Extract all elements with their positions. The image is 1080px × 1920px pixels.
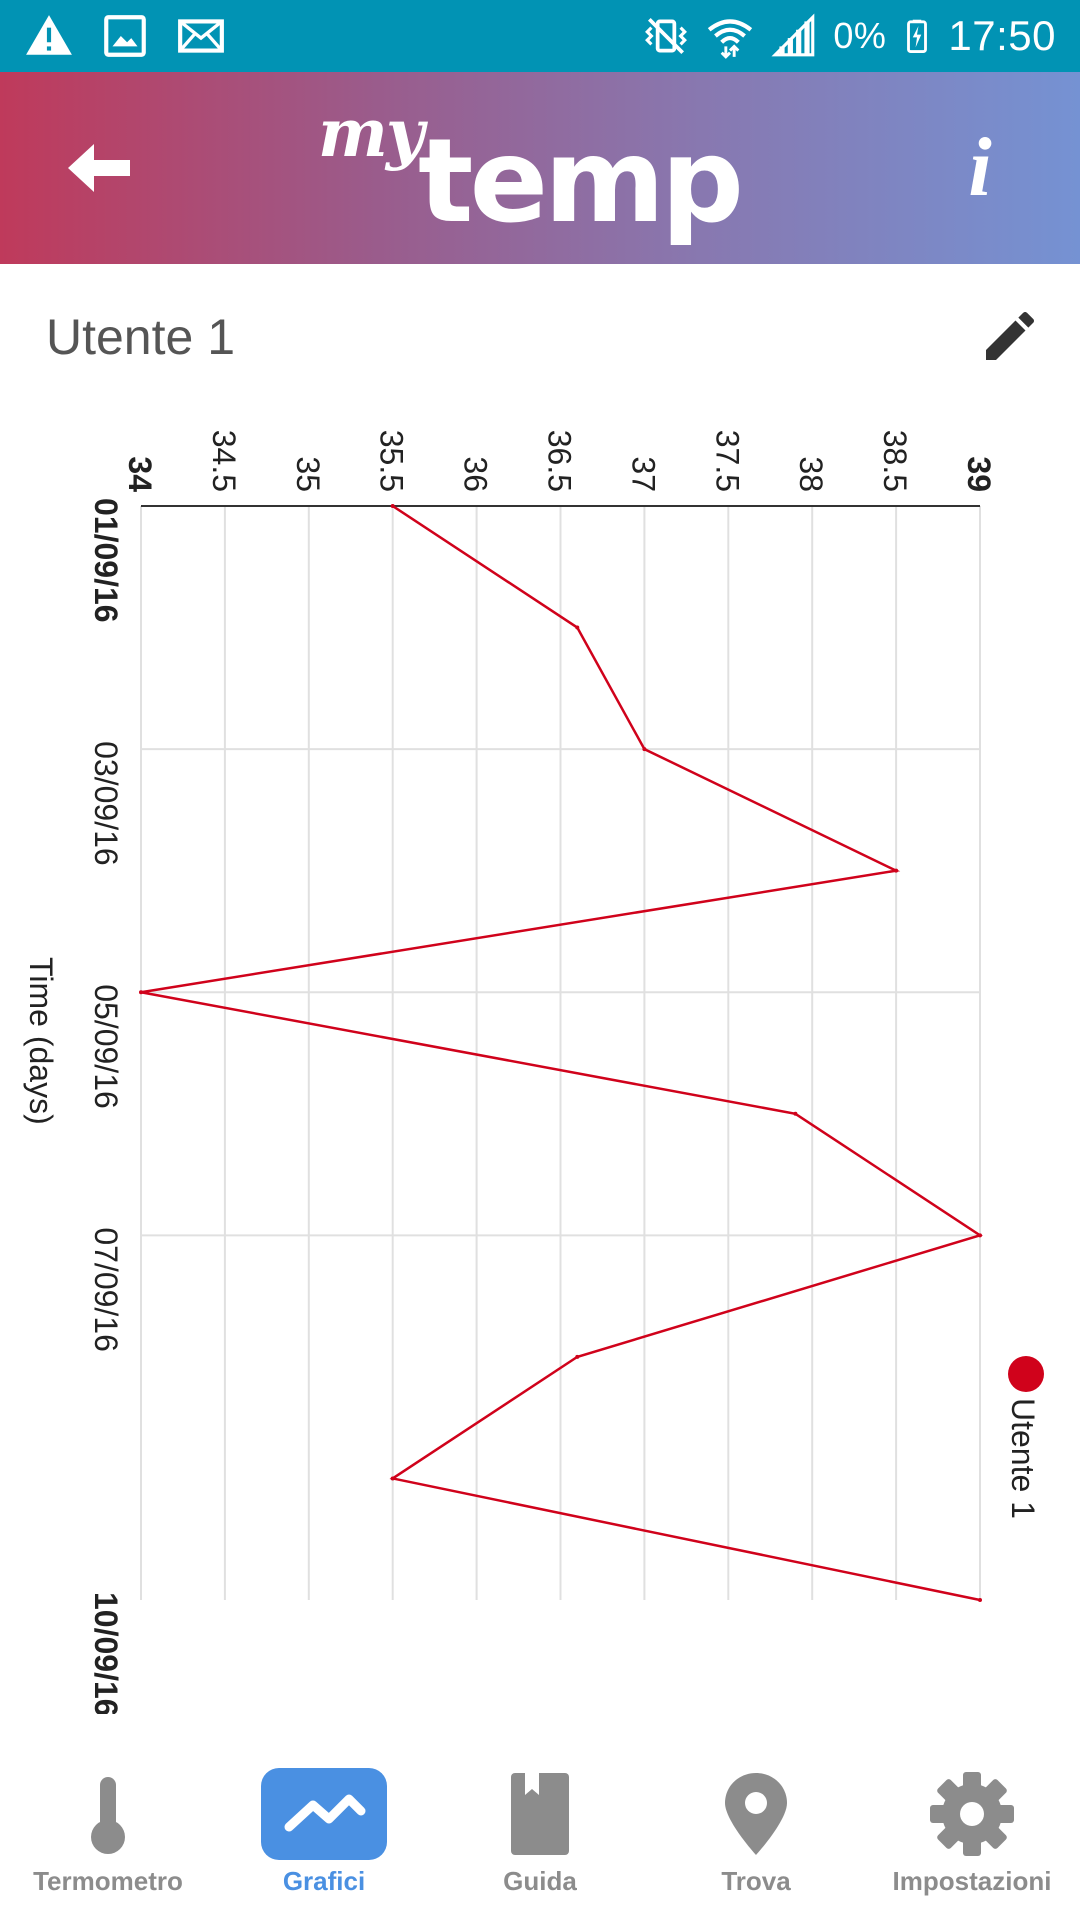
x-tick-label: 01/09/16	[88, 498, 124, 623]
wifi-icon	[708, 19, 753, 59]
status-bar: 0% 17:50	[0, 0, 1080, 72]
data-point	[575, 1354, 580, 1359]
user-name: Utente 1	[46, 309, 236, 365]
data-point	[793, 1111, 798, 1116]
x-tick-label: 05/09/16	[88, 984, 124, 1109]
legend-label-utente-1: Utente 1	[1005, 1398, 1041, 1519]
y-tick-label: 34.5	[206, 430, 242, 492]
back-button[interactable]	[60, 128, 140, 208]
user-row: Utente 1	[0, 264, 1080, 414]
nav-label-termometro: Termometro	[33, 1866, 183, 1896]
y-tick-label: 38	[793, 456, 829, 492]
data-point	[894, 868, 899, 873]
nav-item-termometro[interactable]: Termometro	[0, 1750, 216, 1920]
vibrate-icon	[645, 18, 688, 54]
info-icon: i	[968, 121, 992, 214]
data-point	[390, 504, 395, 508]
y-tick-label: 37.5	[709, 430, 745, 492]
y-tick-label: 37	[625, 456, 661, 492]
pencil-icon	[986, 311, 1035, 360]
x-tick-label: 10/09/16	[88, 1592, 124, 1714]
nav-item-impostazioni[interactable]: Impostazioni	[864, 1750, 1080, 1920]
y-tick-label: 36.5	[542, 430, 578, 492]
image-icon	[104, 15, 146, 57]
battery-percent: 0%	[833, 15, 887, 56]
edit-button[interactable]	[978, 304, 1042, 368]
y-tick-label: 35	[290, 456, 326, 492]
y-tick-label: 35.5	[374, 430, 410, 492]
bottom-navigation: Termometro Grafici Guida Trova	[0, 1750, 1080, 1920]
data-point	[978, 1233, 982, 1238]
nav-label-impostazioni: Impostazioni	[892, 1866, 1052, 1896]
logo-temp-text: temp	[418, 114, 744, 249]
info-button[interactable]: i	[940, 120, 1020, 216]
chart-icon	[284, 1794, 366, 1832]
app-header: my temp i	[0, 72, 1080, 264]
data-point	[575, 625, 580, 630]
data-point	[978, 1598, 982, 1602]
app-logo: my temp	[318, 94, 768, 254]
settings-gear-icon	[930, 1772, 1014, 1856]
series-line-utente-1	[140, 504, 983, 1602]
battery-charging-icon	[907, 19, 928, 53]
nav-item-guida[interactable]: Guida	[432, 1750, 648, 1920]
x-axis-title: Time (days)	[23, 957, 59, 1125]
chart-svg: 34 34.5 35 35.5 36 36.5 37 37.5 38 38.5 39 01/09/16…	[23, 430, 1044, 1714]
data-point	[390, 1476, 395, 1481]
x-tick-label: 07/09/16	[88, 1227, 124, 1352]
data-point	[139, 990, 143, 995]
legend-marker-utente-1	[1008, 1356, 1044, 1392]
nav-item-grafici[interactable]: Grafici	[216, 1750, 432, 1920]
back-arrow-icon	[68, 144, 130, 192]
nav-item-trova[interactable]: Trova	[648, 1750, 864, 1920]
location-pin-icon	[725, 1773, 787, 1855]
data-point	[642, 747, 647, 752]
clock: 17:50	[948, 12, 1056, 59]
nav-label-trova: Trova	[721, 1866, 791, 1896]
y-tick-label: 36	[458, 456, 494, 492]
book-icon	[511, 1773, 569, 1855]
x-tick-label: 03/09/16	[88, 741, 124, 866]
warning-icon	[26, 15, 72, 55]
y-tick-label: 34	[122, 456, 158, 492]
nav-label-guida: Guida	[503, 1866, 577, 1896]
thermometer-icon	[91, 1777, 125, 1854]
temperature-chart: 34 34.5 35 35.5 36 36.5 37 37.5 38 38.5 39 01/09/16…	[0, 414, 1080, 1714]
logo-my-text: my	[318, 94, 424, 172]
nav-label-grafici: Grafici	[282, 1866, 366, 1896]
signal-icon	[771, 13, 815, 57]
mail-icon	[178, 19, 224, 53]
y-tick-label: 39	[961, 456, 997, 492]
y-tick-label: 38.5	[877, 430, 913, 492]
